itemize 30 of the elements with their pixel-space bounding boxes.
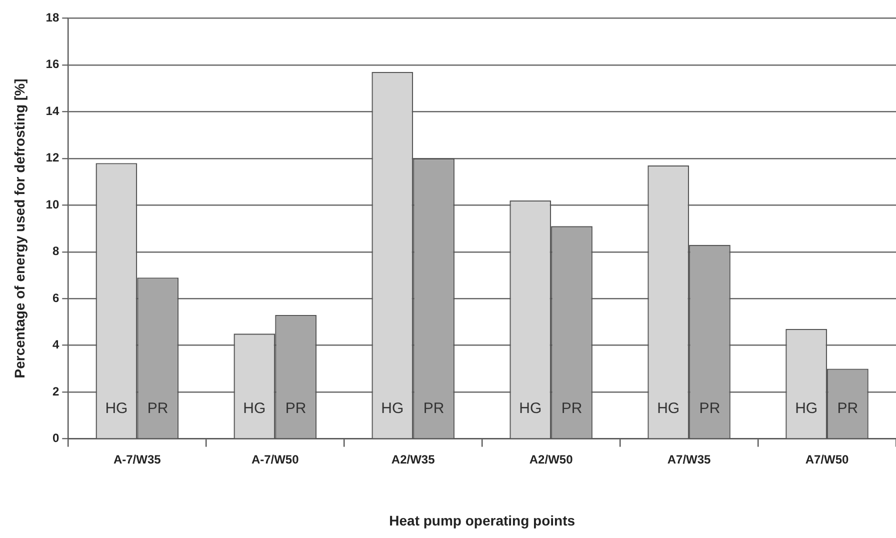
y-tick-label: 0 [52, 431, 60, 446]
text: HG [243, 400, 266, 417]
y-tick-label: 8 [52, 244, 60, 258]
y-tick-label: 18 [46, 10, 60, 25]
x-axis-title: Heat pump operating points [389, 512, 576, 528]
text: PR [147, 400, 168, 417]
x-tick-label: A2/W50 [529, 452, 574, 466]
y-tick-label: 14 [46, 104, 60, 118]
x-tick-label: A-7/W35 [113, 452, 162, 466]
text: HG [795, 400, 818, 417]
text: HG [381, 400, 404, 417]
text: PR [285, 400, 306, 417]
series-label: PR [837, 400, 858, 417]
text: PR [423, 400, 444, 417]
text: PR [561, 400, 582, 417]
x-tick-label: A7/W50 [805, 452, 850, 466]
series-label: HG [105, 400, 128, 417]
text: HG [657, 400, 680, 417]
y-tick-label: 12 [46, 150, 60, 165]
y-tick-label: 2 [52, 384, 60, 398]
y-tick-label: 16 [46, 57, 60, 72]
x-tick-label: A2/W35 [391, 452, 436, 466]
y-tick-label: 10 [46, 197, 60, 212]
x-tick-label: A7/W35 [667, 452, 712, 466]
y-axis-title: Percentage of energy used for defrosting [%] [11, 78, 28, 378]
y-tick-label: 4 [52, 338, 60, 352]
x-tick-label: A-7/W50 [251, 452, 300, 466]
text: PR [699, 400, 720, 417]
y-tick-label: 6 [52, 290, 60, 305]
text: HG [519, 400, 542, 417]
